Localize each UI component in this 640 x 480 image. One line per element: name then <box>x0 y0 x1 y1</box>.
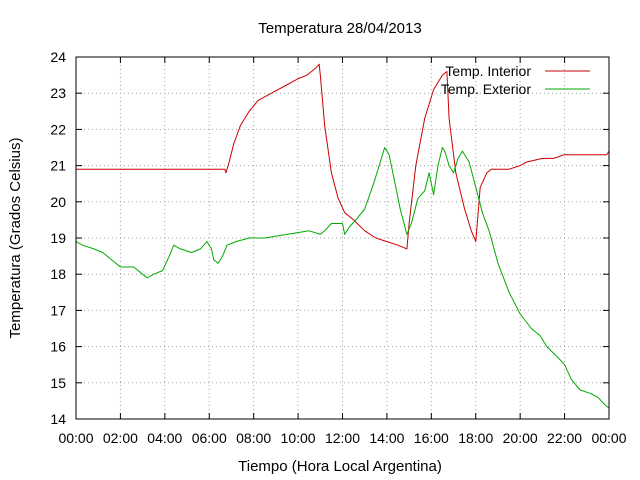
x-tick-label: 00:00 <box>591 430 626 446</box>
x-tick-label: 22:00 <box>547 430 582 446</box>
series-line-exterior <box>75 147 610 409</box>
x-tick-label: 08:00 <box>236 430 271 446</box>
y-axis-label: Temperatura (Grados Celsius) <box>7 138 24 339</box>
series-lines <box>75 63 610 409</box>
x-tick-label: 20:00 <box>503 430 538 446</box>
x-tick-label: 00:00 <box>58 430 93 446</box>
legend: Temp. Interior Temp. Exterior <box>441 63 590 97</box>
x-tick-label: 14:00 <box>369 430 404 446</box>
grid <box>76 57 609 419</box>
y-tick-label: 19 <box>50 230 66 246</box>
y-tick-label: 18 <box>50 266 66 282</box>
y-tick-label: 15 <box>50 375 66 391</box>
y-tick-label: 24 <box>50 49 66 65</box>
legend-label-exterior: Temp. Exterior <box>441 81 532 97</box>
y-tick-label: 14 <box>50 411 66 427</box>
y-tick-label: 21 <box>50 158 66 174</box>
y-tick-label: 17 <box>50 302 66 318</box>
x-tick-label: 02:00 <box>103 430 138 446</box>
y-tick-label: 22 <box>50 121 66 137</box>
x-tick-label: 06:00 <box>192 430 227 446</box>
axis-ticks: 14 15 16 17 18 19 20 21 22 23 24 00:00 02:00 04:00 06:… <box>50 49 626 446</box>
x-tick-label: 16:00 <box>414 430 449 446</box>
x-axis-label: Tiempo (Hora Local Argentina) <box>238 458 442 475</box>
series-line-interior <box>76 63 610 250</box>
x-tick-label: 04:00 <box>147 430 182 446</box>
y-tick-label: 23 <box>50 85 66 101</box>
x-tick-label: 12:00 <box>325 430 360 446</box>
x-tick-label: 18:00 <box>458 430 493 446</box>
legend-label-interior: Temp. Interior <box>445 63 531 79</box>
y-tick-label: 16 <box>50 339 66 355</box>
chart-title: Temperatura 28/04/2013 <box>258 20 421 37</box>
y-tick-label: 20 <box>50 194 66 210</box>
x-tick-label: 10:00 <box>281 430 316 446</box>
